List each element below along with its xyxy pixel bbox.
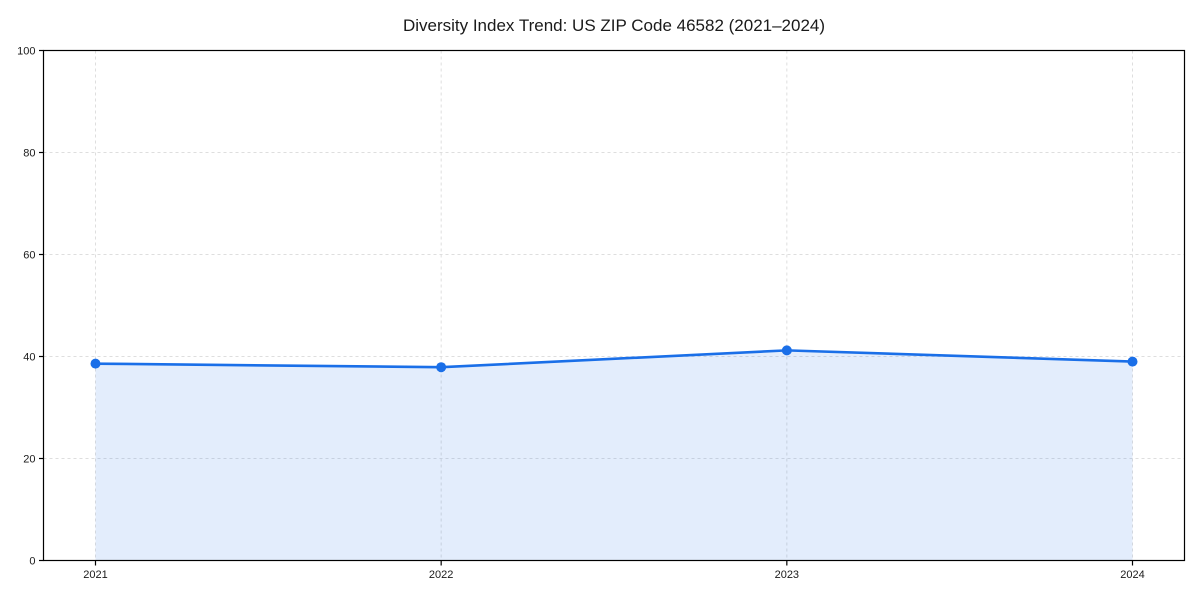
axes-layer: 0 20 40 60 80 100 2021 2022 2023 2024: [17, 46, 1186, 581]
y-tick-label: 60: [23, 250, 35, 262]
y-tick-label: 0: [29, 556, 35, 568]
gridlines-layer: [43, 50, 1185, 561]
plot-border: [42, 49, 1186, 562]
data-point-2021: [90, 358, 101, 369]
x-tick-label: 2021: [83, 569, 107, 581]
data-point-2022: [436, 362, 447, 373]
y-tick-label: 20: [23, 454, 35, 466]
chart-title: Diversity Index Trend: US ZIP Code 46582…: [403, 16, 825, 35]
area-fill: [95, 350, 1133, 561]
x-tick-label: 2024: [1120, 569, 1144, 581]
y-tick-label: 80: [23, 148, 35, 160]
data-point-2024: [1127, 356, 1138, 367]
x-tick-label: 2023: [775, 569, 799, 581]
data-point-2023: [781, 345, 792, 356]
x-tick-label: 2022: [429, 569, 453, 581]
y-tick-label: 40: [23, 352, 35, 364]
y-tick-label: 100: [17, 46, 35, 58]
trend-line: [94, 349, 1134, 369]
series-layer: [90, 345, 1138, 561]
